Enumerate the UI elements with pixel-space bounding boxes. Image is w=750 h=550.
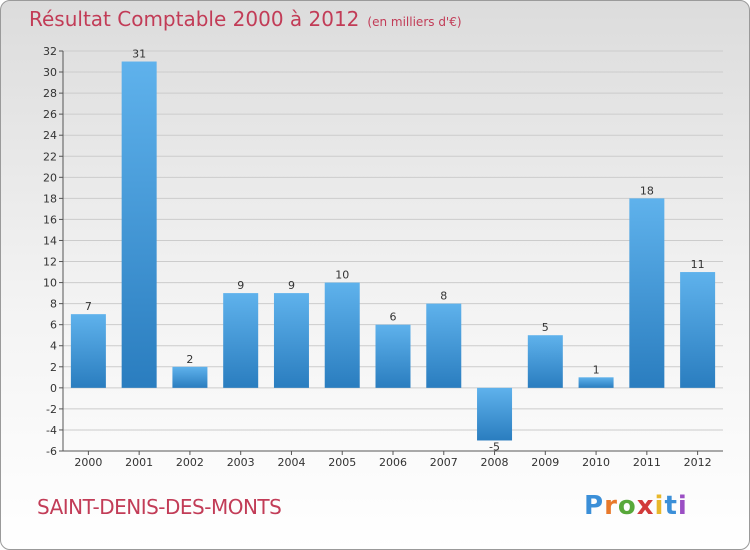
- bar: [223, 293, 259, 388]
- x-tick-label: 2012: [684, 456, 712, 469]
- bar-value-label: 8: [440, 290, 447, 303]
- x-tick-label: 2007: [430, 456, 458, 469]
- x-tick-label: 2006: [379, 456, 407, 469]
- y-tick-label: 18: [43, 192, 57, 205]
- bar: [527, 335, 563, 388]
- y-tick-label: 28: [43, 87, 57, 100]
- bar-value-label: 9: [237, 279, 244, 292]
- bar-value-label: 9: [288, 279, 295, 292]
- bar-value-label: 11: [691, 258, 705, 271]
- x-tick-label: 2010: [582, 456, 610, 469]
- x-tick-label: 2002: [176, 456, 204, 469]
- bar-value-label: 2: [186, 353, 193, 366]
- y-tick-label: 12: [43, 256, 57, 269]
- x-tick-label: 2000: [74, 456, 102, 469]
- x-axis-ticks: 2000 2001 2002 2003 2004 2005 2006 2007 2008 2009…: [74, 451, 712, 469]
- y-tick-label: -4: [46, 424, 57, 437]
- bar: [375, 324, 411, 388]
- bar-value-label: 10: [335, 269, 349, 282]
- x-tick-label: 2003: [227, 456, 255, 469]
- y-tick-label: 32: [43, 45, 57, 58]
- x-tick-label: 2005: [328, 456, 356, 469]
- y-tick-label: 4: [50, 340, 57, 353]
- bar-value-label: 7: [85, 300, 92, 313]
- grid-lines: [63, 50, 723, 452]
- logo-letter: o: [617, 491, 637, 521]
- y-tick-label: 0: [50, 382, 57, 395]
- bar: [426, 303, 462, 388]
- title-unit: (en milliers d'€): [367, 15, 462, 29]
- y-tick-label: 8: [50, 298, 57, 311]
- y-tick-label: 16: [43, 213, 57, 226]
- bar-value-label: 1: [593, 363, 600, 376]
- x-tick-label: 2004: [277, 456, 305, 469]
- logo-letter: i: [677, 491, 688, 521]
- bar-value-label: 6: [390, 311, 397, 324]
- logo-letter: t: [664, 491, 678, 521]
- bar: [680, 272, 716, 388]
- y-tick-label: 24: [43, 129, 57, 142]
- bar: [172, 366, 208, 388]
- logo-letter: P: [584, 491, 605, 521]
- bar: [629, 198, 665, 388]
- bars: 7 31 2 9 9 10 6 8 -5 5 1 18 11: [70, 48, 716, 453]
- x-tick-label: 2011: [633, 456, 661, 469]
- y-tick-label: 26: [43, 108, 57, 121]
- axes: [62, 51, 723, 452]
- logo-letter: r: [604, 491, 618, 521]
- y-tick-label: 30: [43, 66, 57, 79]
- chart-title: Résultat Comptable 2000 à 2012 (en millie…: [29, 7, 462, 31]
- x-tick-label: 2001: [125, 456, 153, 469]
- bar-value-label: 31: [132, 48, 146, 61]
- y-tick-label: 6: [50, 319, 57, 332]
- bar-value-label: -5: [489, 440, 500, 453]
- proxiti-logo[interactable]: Proxiti: [584, 491, 688, 521]
- y-tick-label: 22: [43, 150, 57, 163]
- y-tick-label: -2: [46, 403, 57, 416]
- y-tick-label: -6: [46, 445, 57, 458]
- bar: [273, 293, 309, 388]
- y-tick-label: 20: [43, 171, 57, 184]
- commune-name: SAINT-DENIS-DES-MONTS: [37, 495, 282, 519]
- logo-letter: x: [636, 491, 655, 521]
- bar: [70, 314, 106, 388]
- x-tick-label: 2008: [481, 456, 509, 469]
- bar: [578, 377, 614, 388]
- y-tick-label: 10: [43, 277, 57, 290]
- x-tick-label: 2009: [531, 456, 559, 469]
- bar-value-label: 5: [542, 321, 549, 334]
- bar: [477, 387, 513, 441]
- y-tick-label: 2: [50, 361, 57, 374]
- y-tick-label: 14: [43, 234, 57, 247]
- bar: [121, 61, 157, 388]
- bar: [324, 282, 360, 388]
- bar-value-label: 18: [640, 184, 654, 197]
- logo-letter: i: [654, 491, 665, 521]
- title-text: Résultat Comptable 2000 à 2012: [29, 7, 360, 31]
